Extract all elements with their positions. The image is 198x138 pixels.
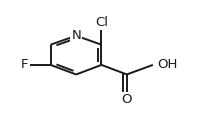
Text: O: O	[122, 93, 132, 106]
Text: OH: OH	[157, 58, 178, 71]
Text: F: F	[21, 58, 29, 71]
Text: Cl: Cl	[95, 16, 108, 29]
Text: N: N	[71, 29, 81, 42]
